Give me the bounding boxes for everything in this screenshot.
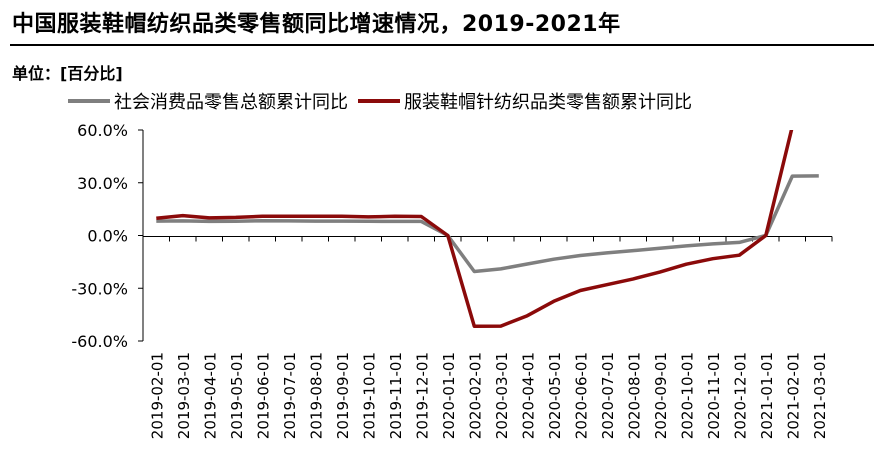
x-tick-label: 2020-04-01 [519,352,537,439]
x-tick-label: 2020-03-01 [493,352,511,439]
x-tick-label: 2020-01-01 [440,352,458,439]
unit-label: 单位：[百分比] [12,64,123,83]
x-tick-label: 2019-06-01 [254,352,272,439]
x-tick-label: 2020-12-01 [731,352,749,439]
x-tick-label: 2020-02-01 [466,352,484,439]
x-tick-label: 2021-03-01 [811,352,829,439]
legend-swatch-retail-total [68,99,110,103]
x-tick-label: 2020-11-01 [705,352,723,439]
legend-label-apparel: 服装鞋帽针纺织品类零售额累计同比 [404,92,692,113]
y-tick-label: 30.0% [77,174,128,193]
x-tick-label: 2020-05-01 [546,352,564,439]
x-tick-label: 2019-04-01 [201,352,219,439]
y-tick-label: 0.0% [87,227,128,246]
chart-title: 中国服装鞋帽纺织品类零售额同比增速情况，2019-2021年 [12,12,621,37]
series-group [156,130,819,328]
y-tick-label: -60.0% [71,332,128,351]
title-divider [10,44,874,46]
legend-swatch-apparel [358,99,400,103]
legend-item-retail-total: 社会消费品零售总额累计同比 [68,88,348,114]
x-tick-label: 2019-09-01 [334,352,352,439]
x-tick-label: 2019-02-01 [148,352,166,439]
x-tick-label: 2021-01-01 [758,352,776,439]
series-line-apparel [156,130,794,328]
x-tick-label: 2021-02-01 [784,352,802,439]
x-tick-label: 2019-11-01 [387,352,405,439]
x-tick-label: 2020-07-01 [599,352,617,439]
x-tick-label: 2020-06-01 [572,352,590,439]
x-tick-label: 2020-10-01 [678,352,696,439]
x-tick-label: 2019-05-01 [228,352,246,439]
x-tick-label: 2020-08-01 [625,352,643,439]
y-tick-label: 60.0% [77,121,128,140]
y-tick-label: -30.0% [71,279,128,298]
series-line-retail-total [156,174,819,274]
x-tick-label: 2019-07-01 [281,352,299,439]
x-tick-label: 2020-09-01 [652,352,670,439]
x-tick-label: 2019-12-01 [413,352,431,439]
x-tick-label: 2019-10-01 [360,352,378,439]
legend-label-retail-total: 社会消费品零售总额累计同比 [114,92,348,113]
legend-item-apparel: 服装鞋帽针纺织品类零售额累计同比 [358,88,692,114]
chart-legend: 社会消费品零售总额累计同比 服装鞋帽针纺织品类零售额累计同比 [68,88,702,114]
x-tick-label: 2019-08-01 [307,352,325,439]
x-tick-label: 2019-03-01 [175,352,193,439]
